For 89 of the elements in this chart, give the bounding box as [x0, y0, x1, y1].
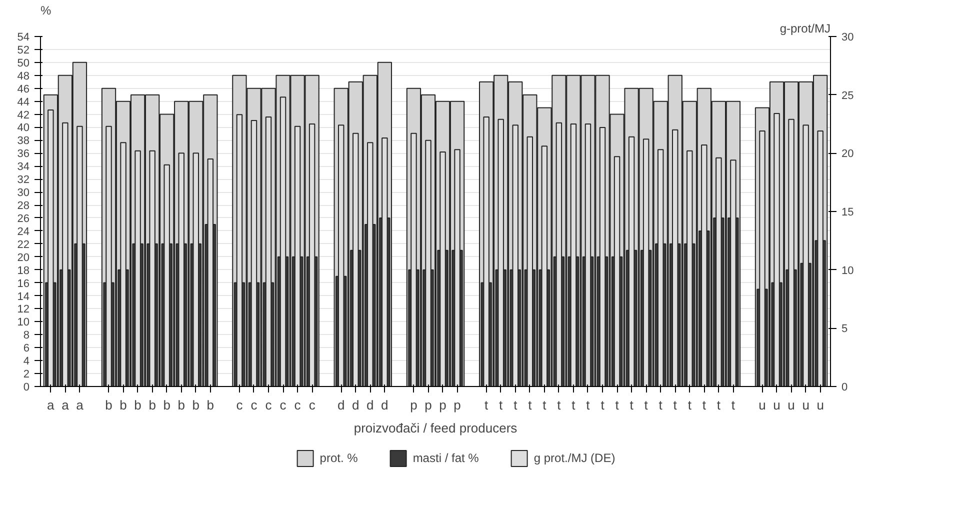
x-tick-label: a	[76, 398, 84, 412]
x-tick-label: b	[163, 398, 170, 412]
x-tick-label: t	[688, 398, 692, 412]
legend-label: g prot./MJ (DE)	[534, 451, 616, 465]
x-tick-label: t	[702, 398, 706, 412]
y-tick-label: 48	[17, 70, 30, 82]
legend-label: prot. %	[320, 451, 358, 465]
x-tick-label: t	[615, 398, 620, 412]
x-tick-label: c	[250, 398, 258, 412]
x-axis-title: proizvođači / feed producers	[354, 420, 518, 436]
legend-label: masti / fat %	[412, 451, 479, 465]
y-tick-label: 50	[17, 57, 30, 70]
y2-tick-label: 25	[842, 90, 854, 102]
y-tick-label: 14	[17, 290, 30, 303]
x-tick-label: t	[658, 398, 663, 412]
x-tick-label: t	[586, 398, 590, 412]
y-tick-label: 32	[17, 174, 30, 186]
y-tick-label: 52	[17, 44, 30, 56]
y-tick-label: 38	[17, 135, 30, 148]
x-tick-label: t	[557, 398, 562, 412]
y-tick-label: 40	[17, 122, 30, 134]
x-tick-label: a	[62, 398, 70, 412]
y-tick-label: 36	[17, 148, 30, 160]
x-tick-label: b	[105, 398, 112, 412]
y-tick-label: 42	[17, 109, 30, 122]
x-tick-label: b	[120, 398, 127, 412]
y-tick-label: 54	[17, 32, 30, 44]
y2-tick-label: 0	[842, 382, 848, 394]
x-tick-label: p	[424, 398, 432, 412]
x-tick-label: b	[206, 398, 214, 412]
x-tick-label: t	[600, 398, 605, 412]
y2-tick-label: 30	[842, 32, 854, 44]
x-tick-label: p	[454, 398, 461, 412]
y-tick-label: 26	[17, 212, 30, 225]
x-tick-label: t	[644, 398, 648, 412]
x-tick-label: b	[134, 398, 142, 412]
y-tick-label: 22	[17, 238, 30, 251]
y-tick-label: 4	[23, 356, 30, 368]
y2-axis-title: g-prot/MJ	[780, 22, 831, 36]
x-tick-label: d	[337, 398, 345, 412]
x-tick-label: u	[758, 398, 766, 412]
x-tick-label: d	[381, 398, 388, 412]
x-tick-label: t	[528, 398, 532, 412]
x-tick-label: t	[484, 398, 489, 412]
x-tick-label: b	[192, 398, 200, 412]
y2-tick-label: 15	[842, 206, 854, 218]
x-tick-label: t	[630, 398, 634, 412]
x-tick-label: d	[366, 398, 374, 412]
y-tick-label: 16	[17, 278, 30, 290]
y-tick-label: 8	[23, 330, 30, 342]
x-tick-label: c	[265, 398, 272, 412]
y-tick-label: 46	[17, 83, 30, 96]
x-tick-label: d	[352, 398, 360, 412]
x-tick-label: c	[236, 398, 244, 412]
x-tick-label: c	[308, 398, 316, 412]
x-tick-label: t	[716, 398, 721, 412]
y-tick-label: 0	[23, 382, 30, 394]
x-tick-label: u	[788, 398, 795, 412]
x-tick-label: p	[439, 398, 446, 412]
y2-tick-label: 5	[842, 323, 848, 336]
y-tick-label: 44	[17, 96, 30, 108]
x-tick-label: t	[731, 398, 736, 412]
x-tick-label: c	[294, 398, 302, 412]
y-tick-label: 30	[17, 187, 30, 200]
y-tick-label: 10	[17, 316, 30, 329]
x-tick-label: t	[572, 398, 576, 412]
y-tick-label: 24	[17, 226, 30, 238]
x-tick-label: a	[47, 398, 56, 412]
y-tick-label: 34	[17, 161, 30, 174]
y2-tick-label: 20	[842, 148, 854, 160]
y2-tick-label: 10	[842, 264, 854, 277]
x-tick-label: t	[673, 398, 678, 412]
x-tick-label: p	[410, 398, 418, 412]
x-tick-label: b	[148, 398, 156, 412]
y-tick-label: 6	[23, 342, 30, 355]
x-tick-label: t	[514, 398, 518, 412]
y-tick-label: 28	[17, 200, 30, 212]
x-tick-label: c	[280, 398, 287, 412]
y-tick-label: 2	[23, 368, 30, 381]
y-tick-label: 18	[17, 264, 30, 277]
y-tick-label: 20	[17, 252, 30, 264]
x-tick-label: b	[178, 398, 185, 412]
x-tick-label: u	[773, 398, 780, 412]
x-tick-label: u	[802, 398, 810, 412]
y-tick-label: 12	[17, 304, 30, 316]
x-tick-label: u	[816, 398, 824, 412]
x-tick-label: t	[499, 398, 504, 412]
x-tick-label: t	[542, 398, 547, 412]
y-axis-title: %	[40, 4, 52, 18]
